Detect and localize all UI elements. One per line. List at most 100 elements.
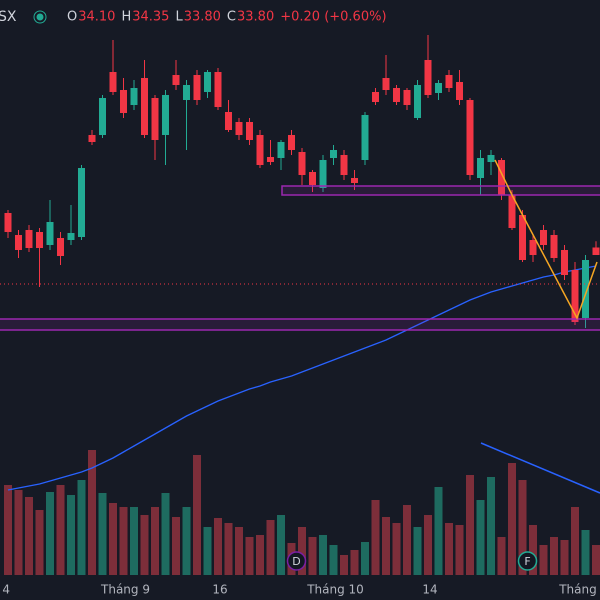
candle-body [193,75,201,100]
volume-bar [109,503,117,575]
candle-body [403,90,411,105]
candle-body [298,152,306,175]
change: +0.20 (+0.60%) [280,10,386,25]
field-key: L [175,10,183,25]
volume-bar [224,523,233,575]
event-marker [286,551,307,571]
candle-body [172,75,180,85]
volume-bar [151,507,159,575]
volume-bar [508,463,516,575]
candle-body [340,155,348,175]
candle-body [477,158,484,178]
volume-bar [581,530,590,575]
candle-body [151,98,159,140]
candle-body [99,98,106,135]
candle-body [550,235,558,258]
volume-bar [529,525,537,575]
field-key: C [227,10,236,25]
volume-bar [235,527,243,575]
volume-bar [203,527,212,575]
volume-bar [371,500,380,575]
candle-body [25,230,33,248]
volume-bar [455,525,464,575]
volume-bar [193,455,201,575]
volume-bar [403,505,411,575]
candle-body [382,78,390,90]
volume-bar [25,497,33,575]
candle-body [46,222,54,245]
moving-average [7,265,597,491]
volume-bar [539,545,548,575]
volume-bar [340,555,348,575]
volume-bar [298,527,306,575]
field-value: 33.80 [237,10,274,25]
candle-body [204,72,211,92]
volume-bar [56,485,65,575]
volume-bar [592,545,600,575]
candle-body [372,92,379,102]
volume-bar [434,487,443,575]
volume-bar [382,517,390,575]
volume-bar [130,507,138,575]
volume-bar [361,542,369,575]
x-tick-label: Tháng 11 [558,583,600,597]
zone [281,185,600,196]
volume-bar [98,493,107,575]
candle-body [256,135,264,165]
volume-bar [487,477,495,575]
candle-body [498,160,505,195]
volume-bar [119,507,128,575]
plot: D F 4 Tháng 9 16 Tháng 10 14 Tháng 11 [2,35,600,597]
candle-body [130,88,138,105]
candle-body [246,122,253,140]
candle-body [183,85,190,100]
trend-line [480,442,600,494]
field-value: 34.10 [78,10,115,25]
volume-bar [88,450,96,575]
candle-body [540,230,547,245]
candle-body [393,88,400,102]
x-tick-label: 16 [212,583,227,597]
volume-bar [245,537,254,575]
x-tick-label: 4 [2,583,10,597]
volume-bar [46,492,54,575]
candle-body [78,168,85,237]
candle-body [414,85,421,118]
event-marker [517,551,538,571]
candle-body [582,260,589,318]
candle-body [529,240,537,255]
candle-body [36,232,43,248]
volume-bar [266,520,275,575]
candle-body [456,82,463,100]
volume-bar [392,523,401,575]
volume-bar [350,550,359,575]
candle-body [57,238,64,256]
candle-body [351,178,358,183]
candle-body [571,270,579,322]
volume-bar [550,537,558,575]
candle-body [424,60,432,95]
candle-body [508,195,516,228]
volume-bar [140,515,149,575]
candle-body [214,72,222,107]
candle-body [277,142,285,158]
event-label: D [292,555,300,568]
candle-body [435,83,442,93]
field-value: 34.35 [132,10,169,25]
event-label: F [524,555,530,568]
candle-body [4,213,12,232]
candle-body [361,115,369,160]
x-tick-label: 14 [422,583,437,597]
volume-bar [172,517,180,575]
candle-body [445,75,453,88]
volume-bar [4,485,12,575]
candle-body [15,235,22,250]
volume-bar [161,493,170,575]
volume-bar [277,515,285,575]
volume-bar [182,507,191,575]
x-tick-label: Tháng 10 [306,583,364,597]
field-key: O [67,10,77,25]
candle-body [267,157,274,162]
candle-body [162,95,169,135]
